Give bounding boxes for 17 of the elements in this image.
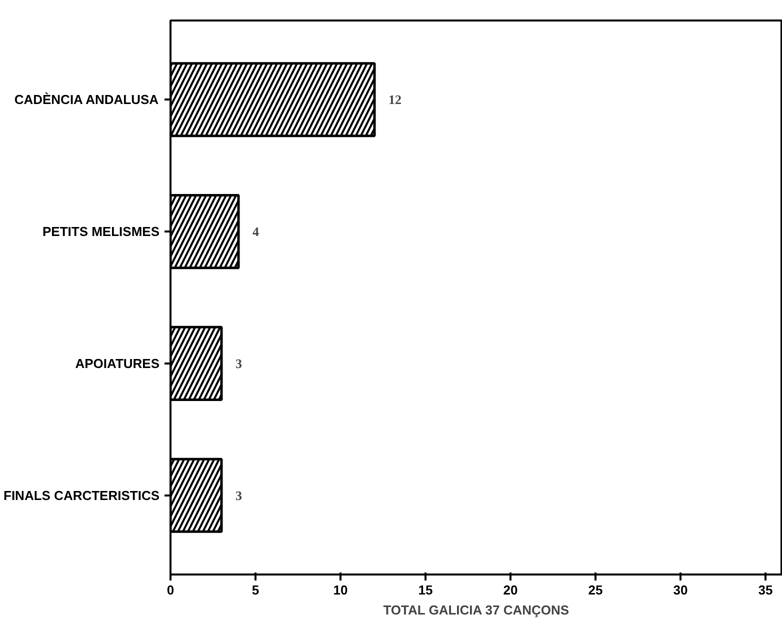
x-tick-label: 15 bbox=[418, 582, 433, 598]
data-label: 3 bbox=[236, 356, 242, 371]
y-tick-label: FINALS CARCTERISTICS bbox=[4, 488, 160, 503]
data-label: 3 bbox=[236, 488, 242, 503]
y-tick-label: APOIATURES bbox=[75, 356, 160, 371]
y-tick-label: PETITS MELISMES bbox=[42, 224, 160, 240]
x-tick-label: 10 bbox=[333, 582, 348, 598]
x-tick-label: 35 bbox=[758, 582, 773, 598]
y-tick-label: CADÈNCIA ANDALUSA bbox=[14, 92, 160, 108]
data-label: 4 bbox=[252, 224, 260, 240]
x-tick-label: 30 bbox=[673, 582, 688, 598]
x-tick-label: 25 bbox=[588, 582, 603, 598]
x-axis-title: TOTAL GALICIA 37 CANÇONS bbox=[383, 602, 570, 618]
x-tick-label: 20 bbox=[503, 582, 518, 598]
data-label: 12 bbox=[388, 92, 402, 108]
x-tick-label: 0 bbox=[166, 582, 174, 598]
x-tick-label: 5 bbox=[252, 582, 260, 598]
